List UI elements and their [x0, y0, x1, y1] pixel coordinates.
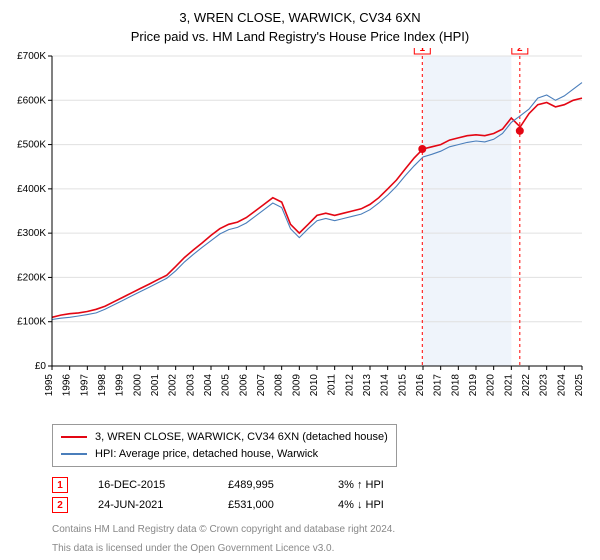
marker-row-badge: 1 [52, 477, 68, 493]
x-tick-label: 2024 [556, 374, 567, 397]
y-tick-label: £600K [17, 95, 46, 106]
marker-row: 1 16-DEC-2015 £489,995 3% ↑ HPI [52, 477, 588, 493]
x-tick-label: 1996 [62, 374, 73, 397]
x-tick-label: 2016 [415, 374, 426, 397]
marker-rows: 1 16-DEC-2015 £489,995 3% ↑ HPI 2 24-JUN-2021… [12, 473, 588, 517]
y-tick-label: £400K [17, 184, 46, 195]
legend-item: HPI: Average price, detached house, Warw… [61, 446, 388, 463]
marker-row-pct: 4% ↓ HPI [338, 499, 384, 511]
marker-row: 2 24-JUN-2021 £531,000 4% ↓ HPI [52, 497, 588, 513]
highlight-band [423, 56, 511, 366]
x-tick-label: 2001 [150, 374, 161, 397]
legend: 3, WREN CLOSE, WARWICK, CV34 6XN (detach… [52, 424, 397, 467]
marker-badge-label: 1 [420, 48, 426, 54]
legend-label: HPI: Average price, detached house, Warw… [95, 446, 318, 463]
x-tick-label: 2011 [327, 374, 338, 396]
marker-row-price: £531,000 [228, 499, 308, 511]
x-tick-label: 2005 [221, 374, 232, 397]
x-tick-label: 2008 [274, 374, 285, 397]
x-tick-label: 2013 [362, 374, 373, 397]
y-tick-label: £100K [17, 317, 46, 328]
x-tick-label: 2020 [486, 374, 497, 397]
x-tick-label: 2000 [132, 374, 143, 397]
footer-line2: This data is licensed under the Open Gov… [52, 542, 588, 555]
legend-label: 3, WREN CLOSE, WARWICK, CV34 6XN (detach… [95, 429, 388, 446]
y-tick-label: £300K [17, 228, 46, 239]
x-tick-label: 2006 [238, 374, 249, 397]
marker-point [516, 127, 524, 135]
marker-row-badge: 2 [52, 497, 68, 513]
legend-swatch [61, 436, 87, 438]
x-tick-label: 2007 [256, 374, 267, 397]
x-tick-label: 1999 [115, 374, 126, 397]
y-tick-label: £500K [17, 140, 46, 151]
y-tick-label: £200K [17, 272, 46, 283]
marker-badge-label: 2 [517, 48, 523, 54]
x-tick-label: 2003 [185, 374, 196, 397]
x-tick-label: 2015 [397, 374, 408, 397]
footer-line1: Contains HM Land Registry data © Crown c… [52, 523, 588, 536]
x-tick-label: 2002 [168, 374, 179, 397]
x-tick-label: 2022 [521, 374, 532, 397]
x-tick-label: 2025 [574, 374, 585, 397]
x-tick-label: 2012 [344, 374, 355, 397]
chart-title-1: 3, WREN CLOSE, WARWICK, CV34 6XN [12, 10, 588, 25]
x-tick-label: 2017 [433, 374, 444, 397]
x-tick-label: 1995 [44, 374, 55, 397]
chart-svg: 1 2 £0 £100K £200K £300K £400K £500K £600K £700K 1… [12, 48, 588, 418]
chart-title-2: Price paid vs. HM Land Registry's House … [12, 29, 588, 44]
marker-row-date: 24-JUN-2021 [98, 499, 198, 511]
x-tick-label: 2010 [309, 374, 320, 397]
x-tick-label: 1997 [79, 374, 90, 397]
x-tick-label: 2021 [503, 374, 514, 397]
x-tick-label: 2009 [291, 374, 302, 397]
x-tick-label: 2018 [450, 374, 461, 397]
marker-row-date: 16-DEC-2015 [98, 479, 198, 491]
x-tick-label: 2019 [468, 374, 479, 397]
root: 3, WREN CLOSE, WARWICK, CV34 6XN Price p… [0, 0, 600, 560]
marker-row-pct: 3% ↑ HPI [338, 479, 384, 491]
legend-swatch [61, 453, 87, 455]
y-tick-label: £700K [17, 51, 46, 62]
x-tick-label: 1998 [97, 374, 108, 397]
x-tick-label: 2004 [203, 374, 214, 397]
marker-row-price: £489,995 [228, 479, 308, 491]
legend-item: 3, WREN CLOSE, WARWICK, CV34 6XN (detach… [61, 429, 388, 446]
x-tick-label: 2014 [380, 374, 391, 397]
x-tick-label: 2023 [539, 374, 550, 397]
chart: 1 2 £0 £100K £200K £300K £400K £500K £600K £700K 1… [12, 48, 588, 418]
marker-point [418, 145, 426, 153]
y-tick-label: £0 [35, 361, 47, 372]
